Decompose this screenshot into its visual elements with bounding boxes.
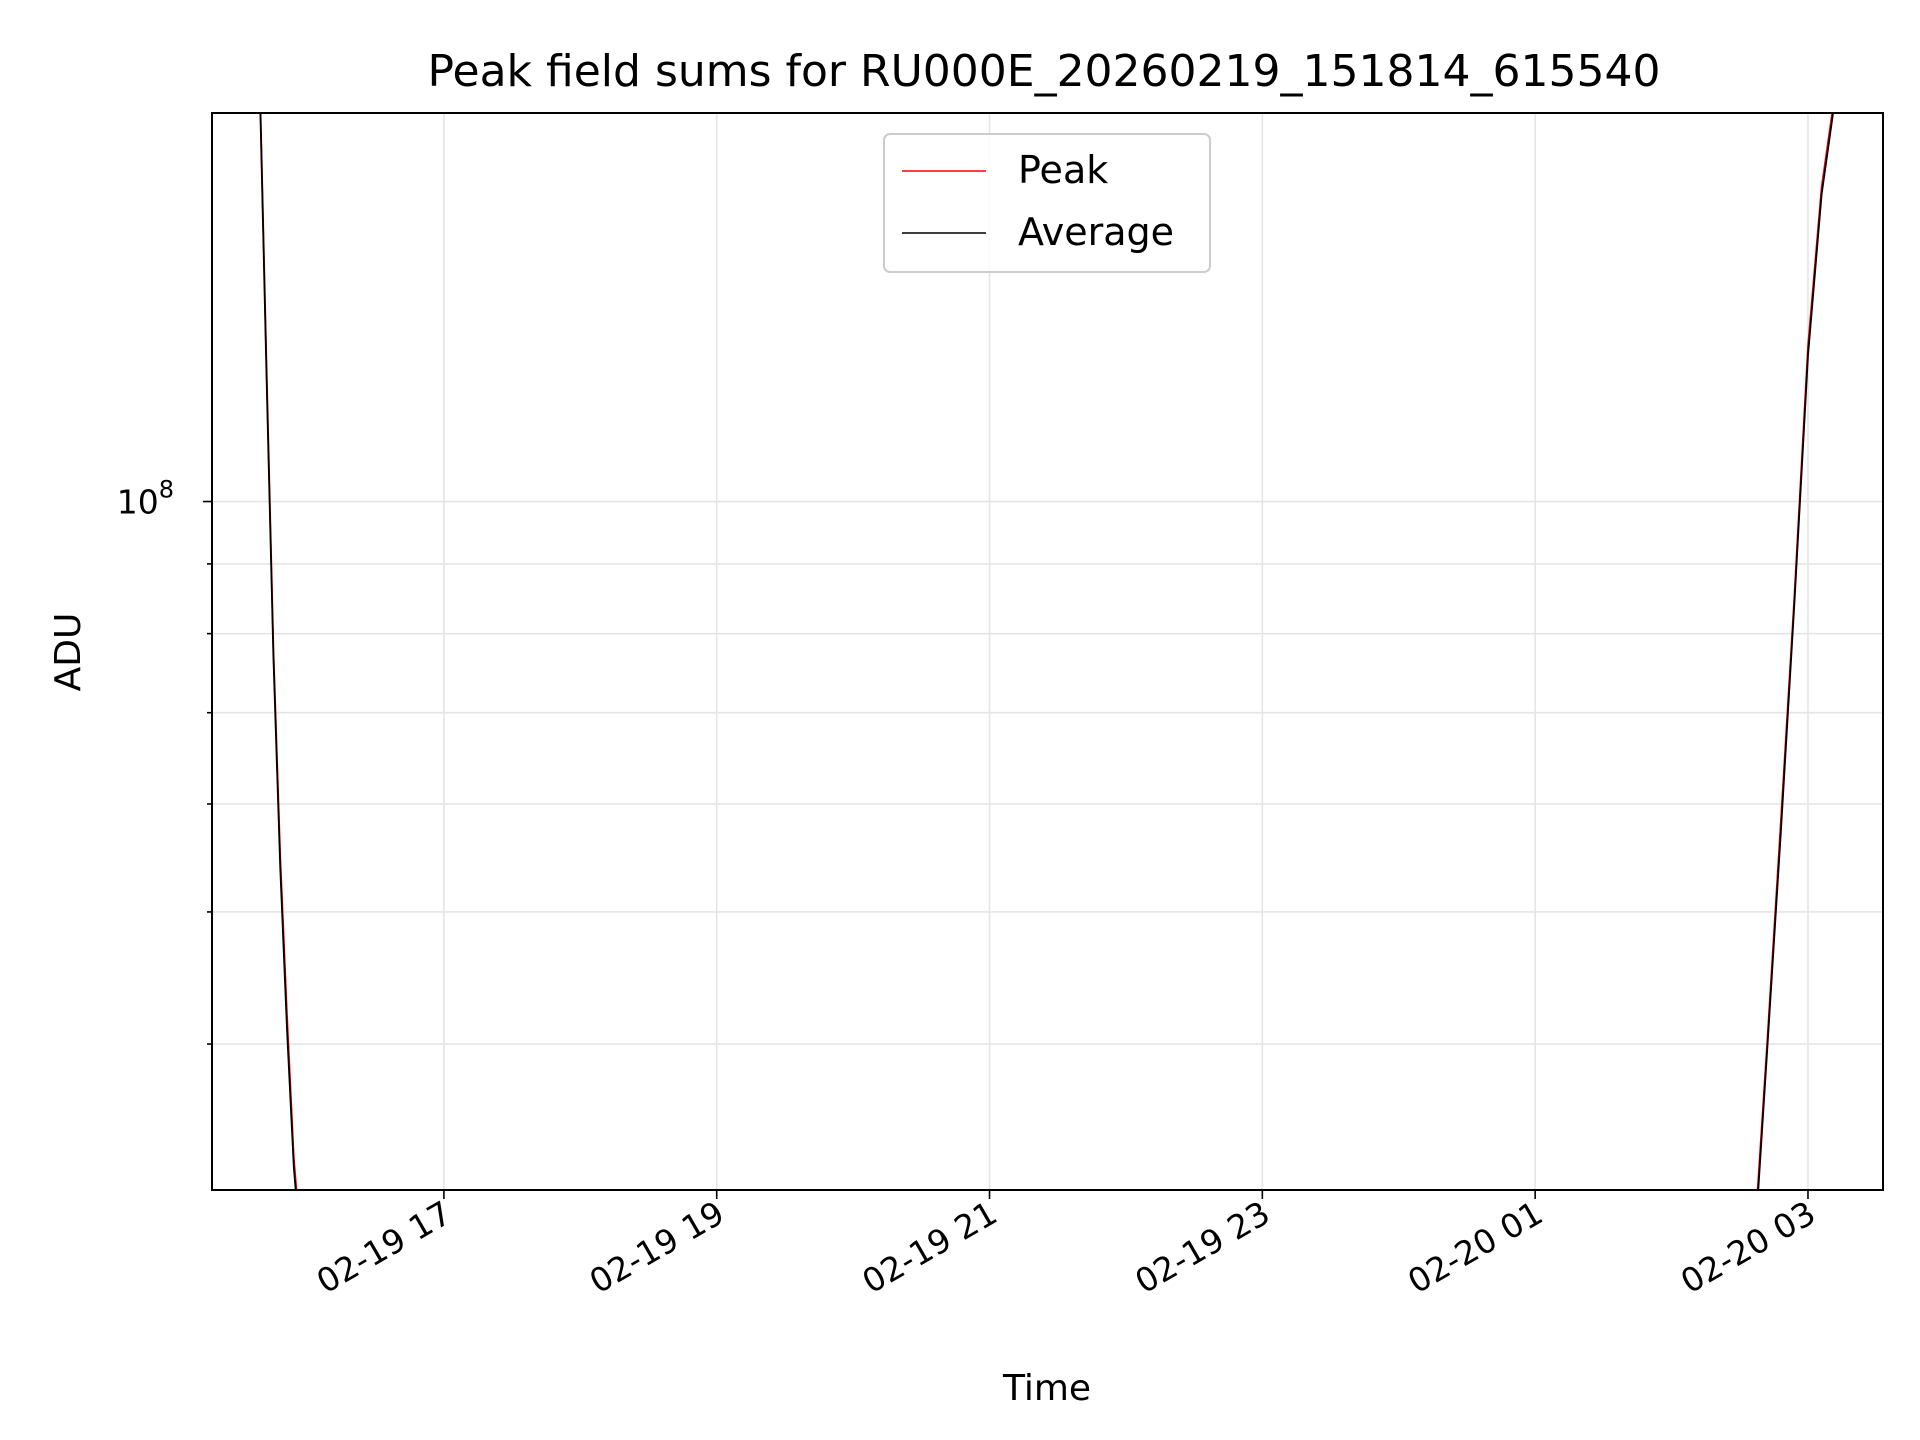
legend-box: [883, 133, 1211, 273]
axes-frame: [211, 112, 1884, 1191]
legend: Peak Average: [883, 133, 1211, 273]
y-axis-label: ADU: [48, 613, 89, 692]
grid: [212, 113, 1883, 1190]
chart-title: Peak field sums for RU000E_20260219_1518…: [428, 46, 1661, 97]
y-tick-label: 108: [117, 476, 174, 522]
x-axis-label: Time: [1002, 1368, 1091, 1409]
y-tick-label-exponent: 8: [159, 476, 174, 504]
y-axis-ticks: 108: [117, 476, 212, 1045]
legend-label-average: Average: [1018, 210, 1174, 254]
y-tick-label-base: 10: [117, 483, 159, 522]
legend-label-peak: Peak: [1018, 148, 1108, 192]
